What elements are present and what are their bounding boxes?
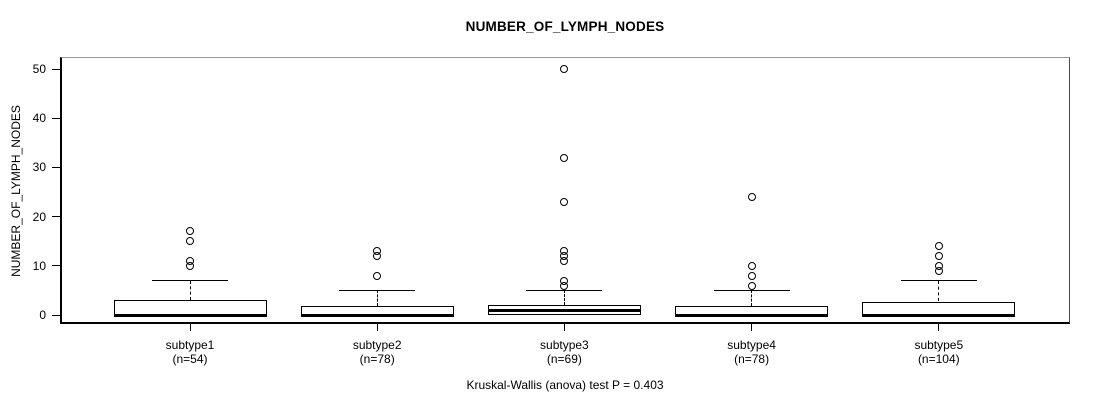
y-tick-mark: [52, 166, 60, 168]
x-axis-label: subtype3 (n=69): [474, 338, 654, 366]
median-line: [675, 313, 829, 317]
x-tick-mark: [563, 324, 565, 331]
x-tick-mark: [376, 324, 378, 331]
y-tick-mark: [52, 265, 60, 267]
y-tick-mark: [52, 117, 60, 119]
category-count: (n=104): [917, 351, 960, 366]
whisker-cap: [900, 280, 977, 282]
outlier-point: [186, 256, 194, 265]
median-line: [862, 313, 1016, 317]
y-tick-mark: [52, 314, 60, 316]
outlier-point: [560, 65, 569, 73]
whisker-line: [376, 290, 378, 307]
outlier-point: [934, 252, 943, 260]
outlier-point: [747, 192, 756, 201]
y-tick-label: 40: [32, 111, 46, 126]
outlier-point: [560, 197, 569, 206]
x-axis-label: subtype2 (n=78): [287, 338, 467, 366]
y-axis-label: NUMBER_OF_LYMPH_NODES: [9, 105, 23, 277]
y-tick-label: 20: [32, 209, 46, 224]
whisker-cap: [339, 289, 416, 291]
whisker-cap: [152, 280, 228, 282]
x-tick-mark: [189, 324, 191, 331]
whisker-line: [751, 290, 753, 307]
category-name: subtype2: [352, 338, 402, 352]
outlier-point: [560, 276, 569, 285]
outlier-point: [747, 271, 756, 280]
outlier-point: [186, 237, 194, 246]
outlier-point: [934, 242, 943, 251]
whisker-cap: [713, 289, 790, 291]
x-tick-mark: [938, 324, 940, 331]
y-tick-mark: [52, 216, 60, 218]
category-name: subtype5: [914, 338, 964, 352]
outlier-point: [373, 247, 382, 255]
y-tick-label: 50: [32, 62, 46, 76]
whisker-cap: [526, 289, 603, 291]
outlier-point: [747, 281, 756, 290]
whisker-line: [189, 280, 191, 301]
x-axis-label: subtype5 (n=104): [849, 338, 1029, 366]
y-tick-mark: [52, 68, 60, 70]
y-tick-label: 0: [39, 308, 46, 322]
median-line: [300, 313, 454, 317]
y-tick-label: 30: [32, 160, 46, 175]
x-tick-mark: [751, 324, 753, 331]
category-name: subtype1: [165, 338, 215, 352]
outlier-point: [560, 153, 569, 162]
chart-title: NUMBER_OF_LYMPH_NODES: [465, 19, 665, 34]
outlier-point: [934, 261, 943, 270]
outlier-point: [560, 247, 569, 255]
x-axis-label: subtype1 (n=54): [100, 338, 280, 366]
outlier-point: [747, 261, 756, 270]
category-name: subtype3: [540, 338, 589, 352]
whisker-line: [563, 290, 565, 306]
whisker-line: [938, 280, 940, 302]
statistical-test-caption: Kruskal-Wallis (anova) test P = 0.403: [466, 378, 664, 392]
category-name: subtype4: [727, 338, 776, 352]
category-count: (n=69): [546, 351, 582, 366]
category-count: (n=78): [734, 351, 770, 366]
x-axis-label: subtype4 (n=78): [662, 338, 842, 366]
median-line: [487, 308, 641, 312]
median-line: [113, 313, 267, 317]
outlier-point: [373, 271, 382, 280]
outlier-point: [186, 227, 194, 236]
category-count: (n=54): [172, 351, 208, 366]
y-tick-label: 10: [32, 258, 46, 273]
category-count: (n=78): [359, 351, 395, 366]
